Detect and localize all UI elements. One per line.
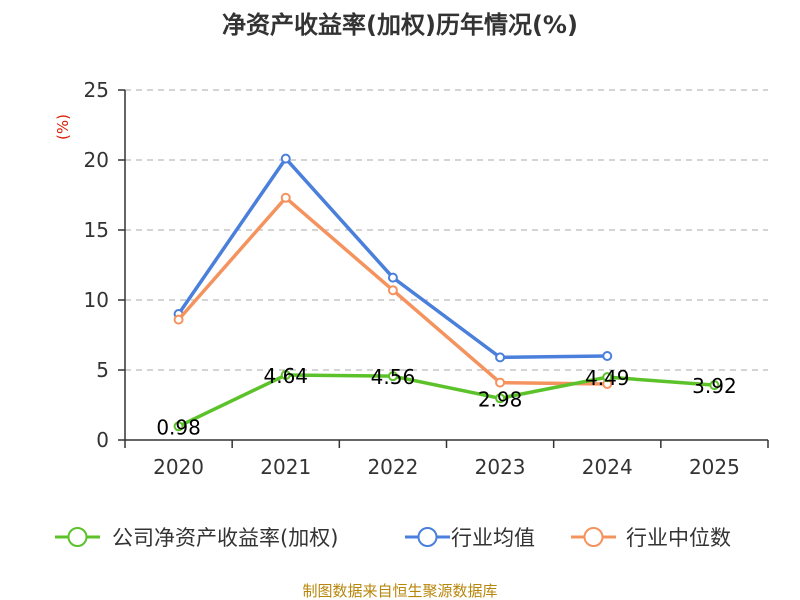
data-label: 2.98 (478, 387, 523, 411)
y-tick-label: 10 (84, 288, 109, 312)
legend-label: 公司净资产收益率(加权) (112, 526, 338, 550)
y-tick-label: 25 (84, 78, 109, 102)
series-line-1 (177, 156, 608, 360)
x-tick-label: 2021 (260, 455, 311, 479)
data-point (173, 314, 184, 325)
legend-item-1[interactable]: 行业均值 (405, 526, 535, 550)
legend[interactable]: 公司净资产收益率(加权) 行业均值 行业中位数 (55, 526, 731, 550)
x-tick-labels: 2020 2021 2022 2023 2024 2025 (124, 440, 769, 479)
data-label: 4.64 (263, 364, 308, 388)
data-label: 0.98 (156, 415, 201, 439)
data-point (495, 393, 506, 404)
data-labels: 0.98 4.64 4.56 2.98 4.49 3.92 (156, 364, 736, 439)
data-point (709, 380, 720, 391)
legend-item-0[interactable]: 公司净资产收益率(加权) (55, 526, 338, 550)
legend-marker (417, 527, 438, 547)
x-tick-label: 2023 (475, 455, 526, 479)
legend-label: 行业中位数 (626, 526, 731, 550)
data-point (602, 351, 613, 361)
data-point (280, 153, 291, 164)
legend-marker (67, 527, 88, 547)
data-label: 3.92 (692, 374, 737, 398)
series-line-0 (177, 373, 715, 428)
legend-label: 行业均值 (451, 526, 535, 550)
y-tick-label: 15 (84, 218, 109, 242)
x-tick-label: 2022 (367, 455, 418, 479)
series-lines (173, 153, 720, 432)
x-tick-label: 2024 (582, 455, 633, 479)
legend-item-2[interactable]: 行业中位数 (571, 526, 731, 550)
x-tick-label: 2020 (153, 455, 204, 479)
x-tick-label: 2025 (689, 455, 740, 479)
data-point (495, 377, 506, 388)
data-point (387, 371, 398, 382)
data-point (602, 372, 613, 383)
chart-title: 净资产收益率(加权)历年情况(%) (222, 11, 578, 39)
data-label: 4.49 (585, 366, 630, 390)
legend-marker (583, 527, 604, 547)
source-note: 制图数据来自恒生聚源数据库 (302, 582, 497, 600)
data-point (280, 192, 291, 203)
data-label: 4.56 (371, 365, 416, 389)
data-point (280, 370, 291, 381)
y-tick-label: 5 (96, 358, 109, 382)
data-point (387, 272, 398, 283)
data-point (387, 285, 398, 296)
y-tick-label: 20 (84, 148, 109, 172)
y-axis-unit: (%) (54, 114, 72, 140)
y-tick-label: 0 (96, 428, 109, 452)
y-tick-labels: 0 5 10 15 20 25 (84, 78, 125, 452)
gridlines (125, 89, 768, 371)
data-point (495, 352, 506, 363)
data-point (173, 421, 184, 432)
